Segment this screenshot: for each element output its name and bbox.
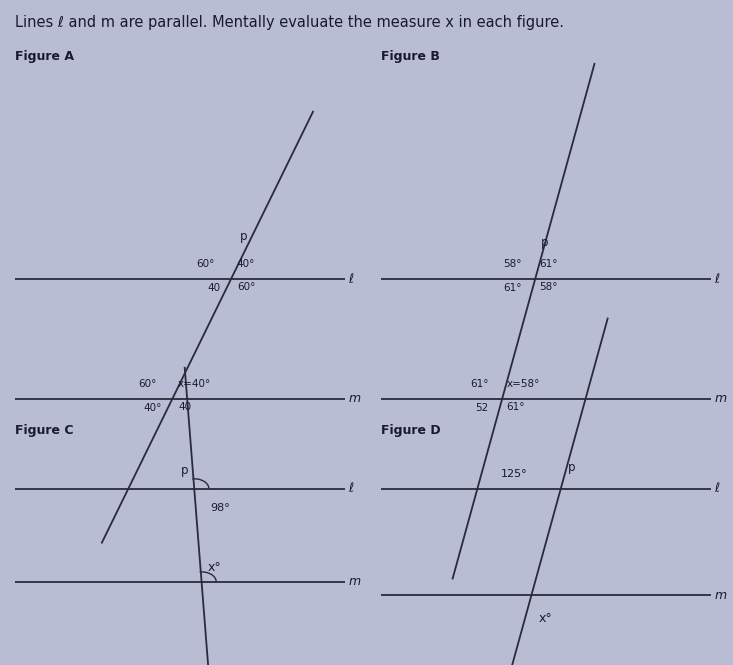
Text: 61°: 61° — [539, 259, 558, 269]
Text: p: p — [240, 229, 247, 243]
Text: 52: 52 — [476, 403, 489, 413]
Text: Lines ℓ and m are parallel. Mentally evaluate the measure x in each figure.: Lines ℓ and m are parallel. Mentally eva… — [15, 15, 564, 30]
Text: x°: x° — [207, 561, 221, 574]
Text: p: p — [568, 461, 575, 474]
Text: 58°: 58° — [539, 282, 558, 292]
Text: Figure C: Figure C — [15, 424, 73, 438]
Text: 40: 40 — [207, 283, 221, 293]
Text: 125°: 125° — [501, 469, 528, 479]
Text: x=58°: x=58° — [507, 379, 540, 389]
Text: p: p — [181, 464, 188, 477]
Text: p: p — [541, 236, 548, 249]
Text: m: m — [348, 392, 361, 406]
Text: ℓ: ℓ — [715, 273, 720, 286]
Text: 61°: 61° — [471, 379, 489, 389]
Text: 40: 40 — [178, 402, 191, 412]
Text: 60°: 60° — [138, 379, 156, 389]
Text: 60°: 60° — [237, 282, 255, 292]
Text: 58°: 58° — [504, 259, 522, 269]
Text: 61°: 61° — [504, 283, 522, 293]
Text: x°: x° — [539, 612, 553, 625]
Text: Figure D: Figure D — [381, 424, 441, 438]
Text: Figure B: Figure B — [381, 50, 440, 63]
Text: 40°: 40° — [144, 403, 162, 413]
Text: m: m — [715, 589, 727, 602]
Text: x=40°: x=40° — [178, 379, 211, 389]
Text: m: m — [715, 392, 727, 406]
Text: ℓ: ℓ — [348, 482, 353, 495]
Text: ℓ: ℓ — [348, 273, 353, 286]
Text: 60°: 60° — [196, 259, 215, 269]
Text: Figure A: Figure A — [15, 50, 73, 63]
Text: m: m — [348, 575, 361, 589]
Text: 40°: 40° — [237, 259, 255, 269]
Text: ℓ: ℓ — [715, 482, 720, 495]
Text: 98°: 98° — [210, 503, 230, 513]
Text: 61°: 61° — [507, 402, 525, 412]
